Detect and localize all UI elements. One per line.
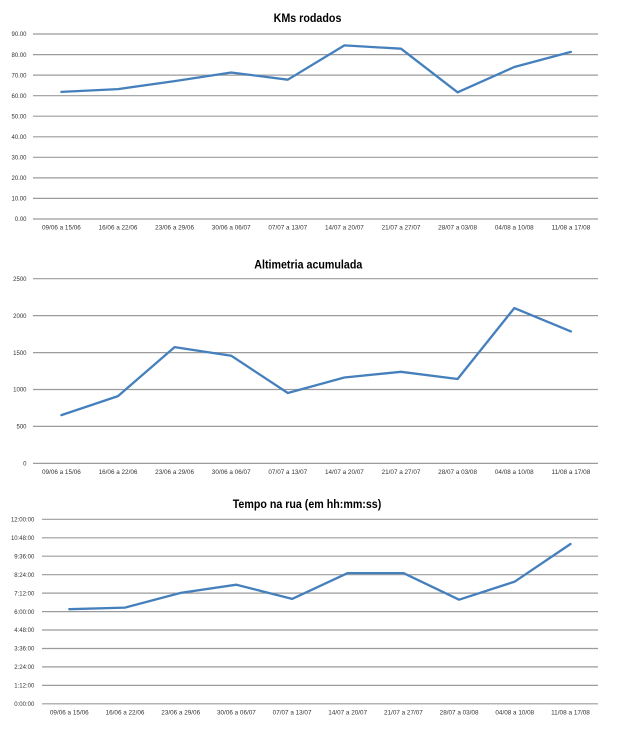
svg-text:4:48:00: 4:48:00	[14, 628, 35, 634]
svg-text:04/08 a 10/08: 04/08 a 10/08	[495, 470, 534, 476]
svg-text:20.00: 20.00	[11, 176, 27, 182]
svg-text:1:12:00: 1:12:00	[14, 684, 35, 690]
svg-text:21/07 a 27/07: 21/07 a 27/07	[382, 226, 421, 232]
svg-text:21/07 a 27/07: 21/07 a 27/07	[382, 470, 421, 476]
svg-text:21/07 a 27/07: 21/07 a 27/07	[384, 710, 423, 716]
svg-text:500: 500	[16, 425, 27, 431]
svg-text:1000: 1000	[13, 388, 27, 394]
svg-text:10:48:00: 10:48:00	[11, 536, 35, 542]
svg-text:16/06 a 22/06: 16/06 a 22/06	[99, 470, 138, 476]
svg-text:23/06 a 29/06: 23/06 a 29/06	[155, 470, 194, 476]
svg-text:16/06 a 22/06: 16/06 a 22/06	[106, 710, 145, 716]
svg-text:09/06 a 15/06: 09/06 a 15/06	[42, 226, 81, 232]
svg-text:Tempo na rua (em hh:mm:ss): Tempo na rua (em hh:mm:ss)	[233, 497, 382, 511]
svg-text:30/06 a 06/07: 30/06 a 06/07	[212, 226, 251, 232]
svg-text:8:24:00: 8:24:00	[14, 573, 35, 579]
svg-text:28/07 a 03/08: 28/07 a 03/08	[438, 226, 477, 232]
svg-text:6:00:00: 6:00:00	[14, 610, 35, 616]
svg-text:09/06 a 15/06: 09/06 a 15/06	[50, 710, 89, 716]
svg-text:09/06 a 15/06: 09/06 a 15/06	[42, 470, 81, 476]
svg-text:KMs rodados: KMs rodados	[274, 11, 342, 25]
svg-text:07/07 a 13/07: 07/07 a 13/07	[268, 226, 307, 232]
svg-text:40.00: 40.00	[11, 135, 27, 141]
svg-text:70.00: 70.00	[11, 73, 27, 79]
svg-text:3:36:00: 3:36:00	[14, 647, 35, 653]
svg-text:1500: 1500	[13, 351, 27, 357]
svg-text:11/08 a 17/08: 11/08 a 17/08	[552, 470, 591, 476]
svg-text:11/08 a 17/08: 11/08 a 17/08	[551, 710, 590, 716]
svg-text:60.00: 60.00	[11, 94, 27, 100]
svg-text:14/07 a 20/07: 14/07 a 20/07	[325, 226, 364, 232]
svg-text:30.00: 30.00	[11, 156, 27, 162]
svg-text:30/06 a 06/07: 30/06 a 06/07	[217, 710, 256, 716]
svg-text:0:00:00: 0:00:00	[14, 702, 35, 708]
svg-text:04/08 a 10/08: 04/08 a 10/08	[495, 226, 534, 232]
svg-text:23/06 a 29/06: 23/06 a 29/06	[155, 226, 194, 232]
svg-text:2000: 2000	[13, 314, 27, 320]
svg-text:14/07 a 20/07: 14/07 a 20/07	[328, 710, 367, 716]
svg-text:2500: 2500	[13, 277, 27, 283]
svg-text:11/08 a 17/08: 11/08 a 17/08	[552, 226, 591, 232]
svg-text:23/06 a 29/06: 23/06 a 29/06	[161, 710, 200, 716]
svg-text:0.00: 0.00	[15, 217, 27, 223]
svg-text:7:12:00: 7:12:00	[14, 591, 35, 597]
svg-text:90.00: 90.00	[11, 32, 27, 38]
svg-text:14/07 a 20/07: 14/07 a 20/07	[325, 470, 364, 476]
svg-text:07/07 a 13/07: 07/07 a 13/07	[273, 710, 312, 716]
svg-text:Altimetria acumulada: Altimetria acumulada	[254, 257, 362, 271]
svg-text:28/07 a 03/08: 28/07 a 03/08	[440, 710, 479, 716]
svg-text:2:24:00: 2:24:00	[14, 665, 35, 671]
svg-text:0: 0	[23, 462, 27, 468]
svg-text:04/08 a 10/08: 04/08 a 10/08	[495, 710, 534, 716]
svg-text:80.00: 80.00	[11, 53, 27, 59]
svg-text:30/06 a 06/07: 30/06 a 06/07	[212, 470, 251, 476]
svg-text:10.00: 10.00	[11, 197, 27, 203]
svg-text:16/06 a 22/06: 16/06 a 22/06	[99, 226, 138, 232]
svg-text:50.00: 50.00	[11, 114, 27, 120]
svg-text:28/07 a 03/08: 28/07 a 03/08	[438, 470, 477, 476]
svg-text:07/07 a 13/07: 07/07 a 13/07	[268, 470, 307, 476]
svg-text:9:36:00: 9:36:00	[14, 554, 35, 560]
svg-text:12:00:00: 12:00:00	[11, 518, 35, 524]
